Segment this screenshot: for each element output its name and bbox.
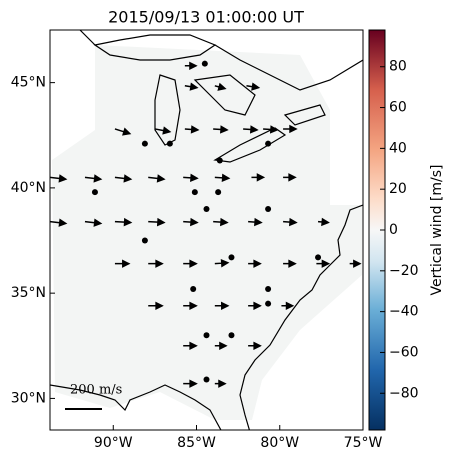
- y-tick-label: 45°N: [11, 75, 46, 91]
- colorbar-tick-label: 0: [389, 222, 398, 238]
- wind-vector: [183, 379, 198, 388]
- colorbar-tick-label: −20: [389, 263, 419, 279]
- station: [265, 285, 272, 292]
- station: [315, 254, 322, 261]
- lake-huron: [193, 74, 256, 116]
- y-tick-label: 40°N: [11, 180, 46, 196]
- colorbar-tick-label: 60: [389, 100, 407, 116]
- map-title: 2015/09/13 01:00:00 UT: [108, 8, 304, 27]
- wind-vector: [183, 173, 199, 183]
- wind-vector: [84, 174, 103, 183]
- wind-vector: [248, 301, 262, 311]
- wind-vector: [214, 82, 227, 91]
- wind-vector: [148, 217, 166, 227]
- station: [203, 376, 210, 383]
- wind-vector: [148, 259, 164, 268]
- wind-vector: [214, 173, 231, 183]
- station: [203, 332, 210, 339]
- wind-vector: [248, 341, 262, 351]
- x-tick-label: 80°W: [260, 435, 299, 451]
- scale-label: 200 m/s: [70, 383, 122, 398]
- wind-vector: [248, 217, 263, 227]
- wind-vector: [243, 125, 259, 134]
- station: [141, 237, 148, 244]
- wind-vector: [248, 259, 262, 268]
- wind-vector: [213, 217, 229, 227]
- colorbar-tick-label: −60: [389, 344, 419, 360]
- colorbar-label: Vertical wind [m/s]: [429, 165, 445, 296]
- x-tick-label: 85°W: [177, 435, 216, 451]
- map-area: [50, 30, 363, 430]
- station: [228, 332, 235, 339]
- wind-vector: [84, 218, 103, 227]
- wind-vector: [316, 259, 331, 268]
- station: [215, 189, 222, 196]
- wind-vector: [281, 301, 295, 311]
- wind-vector: [114, 259, 131, 268]
- wind-vector: [184, 82, 199, 91]
- wind-vector: [184, 125, 200, 134]
- wind-vector: [283, 217, 298, 227]
- data-region: [52, 45, 362, 420]
- colorbar-tick-label: 40: [389, 140, 407, 156]
- wind-vector: [214, 259, 230, 268]
- wind-vector: [148, 174, 166, 183]
- wind-vector: [114, 127, 132, 136]
- wind-vector: [317, 217, 330, 227]
- station: [265, 205, 272, 212]
- station: [91, 189, 98, 196]
- wind-vector: [283, 259, 297, 268]
- station: [191, 189, 198, 196]
- x-tick-label: 75°W: [344, 435, 383, 451]
- colorbar-tick-label: −40: [389, 304, 419, 320]
- station: [190, 285, 197, 292]
- east-coast: [239, 204, 363, 430]
- lake-superior: [93, 34, 217, 61]
- wind-vector: [246, 82, 261, 91]
- wind-vector: [214, 341, 228, 351]
- wind-vector: [263, 125, 279, 134]
- station: [203, 205, 210, 212]
- colorbar-tick-label: 20: [389, 181, 407, 197]
- wind-vector: [214, 379, 227, 388]
- station: [201, 60, 208, 67]
- station: [228, 254, 235, 261]
- wind-vector: [283, 124, 298, 134]
- wind-vector: [283, 173, 297, 182]
- colorbar-tick-label: −80: [389, 385, 419, 401]
- wind-vector: [349, 259, 362, 268]
- colorbar-tick-label: 80: [389, 59, 407, 75]
- wind-vector: [154, 126, 172, 135]
- gulf-coast: [50, 384, 222, 430]
- y-tick-label: 30°N: [11, 390, 46, 406]
- wind-vector: [184, 61, 198, 71]
- station: [166, 140, 173, 147]
- y-tick-label: 35°N: [11, 285, 46, 301]
- wind-vector: [251, 173, 266, 182]
- map-frame: [49, 29, 364, 431]
- wind-vector: [50, 218, 68, 227]
- station: [141, 140, 148, 147]
- wind-vector: [50, 174, 68, 183]
- station: [265, 140, 272, 147]
- lake-erie: [213, 127, 287, 163]
- x-tick-label: 90°W: [94, 435, 133, 451]
- wind-vector: [213, 125, 229, 134]
- wind-vector: [183, 341, 198, 351]
- wind-vector: [214, 301, 230, 311]
- border: [79, 30, 363, 91]
- wind-vector: [183, 217, 199, 227]
- wind-vector: [114, 217, 133, 227]
- wind-vector: [183, 301, 198, 311]
- lake-ontario: [283, 104, 326, 126]
- station: [216, 157, 223, 164]
- station: [265, 300, 272, 307]
- wind-vector: [114, 174, 133, 183]
- wind-vector: [148, 301, 164, 311]
- wind-vector: [183, 259, 198, 268]
